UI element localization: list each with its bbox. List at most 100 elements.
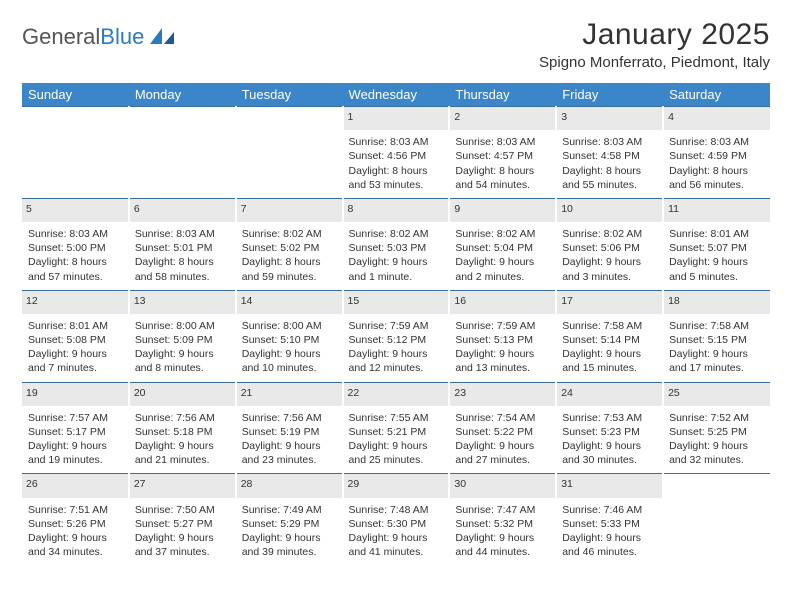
daylight-line: and 3 minutes. — [562, 270, 657, 284]
day-cell: Sunrise: 7:59 AMSunset: 5:13 PMDaylight:… — [449, 314, 556, 382]
sunset-line: Sunset: 5:06 PM — [562, 241, 657, 255]
daylight-line: and 15 minutes. — [562, 361, 657, 375]
sunset-line: Sunset: 4:56 PM — [349, 149, 444, 163]
day-cell: Sunrise: 8:03 AMSunset: 4:56 PMDaylight:… — [343, 130, 450, 198]
daylight-line: Daylight: 9 hours — [349, 255, 444, 269]
logo-text-gray: General — [22, 24, 100, 50]
daylight-line: and 25 minutes. — [349, 453, 444, 467]
sunrise-line: Sunrise: 7:59 AM — [349, 319, 444, 333]
daylight-line: Daylight: 9 hours — [135, 439, 230, 453]
sunset-line: Sunset: 5:21 PM — [349, 425, 444, 439]
sunrise-line: Sunrise: 7:49 AM — [242, 503, 337, 517]
day-number: 22 — [343, 382, 450, 406]
sunset-line: Sunset: 5:25 PM — [669, 425, 764, 439]
day-number: 18 — [663, 290, 770, 314]
daylight-line: Daylight: 9 hours — [135, 531, 230, 545]
day-cell: Sunrise: 7:56 AMSunset: 5:18 PMDaylight:… — [129, 406, 236, 474]
daylight-line: and 13 minutes. — [455, 361, 550, 375]
daylight-line: Daylight: 9 hours — [349, 347, 444, 361]
day-cell: Sunrise: 8:03 AMSunset: 4:59 PMDaylight:… — [663, 130, 770, 198]
sunrise-line: Sunrise: 7:54 AM — [455, 411, 550, 425]
sunrise-line: Sunrise: 7:51 AM — [28, 503, 123, 517]
daylight-line: Daylight: 8 hours — [135, 255, 230, 269]
calendar-page: GeneralBlue January 2025 Spigno Monferra… — [0, 0, 792, 583]
sunrise-line: Sunrise: 7:59 AM — [455, 319, 550, 333]
day-cell: Sunrise: 8:00 AMSunset: 5:10 PMDaylight:… — [236, 314, 343, 382]
daylight-line: Daylight: 9 hours — [28, 531, 123, 545]
day-number: 16 — [449, 290, 556, 314]
daylight-line: Daylight: 8 hours — [669, 164, 764, 178]
day-number: 23 — [449, 382, 556, 406]
day-cell: Sunrise: 7:52 AMSunset: 5:25 PMDaylight:… — [663, 406, 770, 474]
sunrise-line: Sunrise: 8:02 AM — [455, 227, 550, 241]
day-cell: Sunrise: 7:47 AMSunset: 5:32 PMDaylight:… — [449, 498, 556, 566]
day-number — [22, 107, 129, 131]
sunrise-line: Sunrise: 8:02 AM — [242, 227, 337, 241]
daylight-line: Daylight: 9 hours — [349, 439, 444, 453]
daylight-line: Daylight: 9 hours — [135, 347, 230, 361]
sunset-line: Sunset: 5:14 PM — [562, 333, 657, 347]
sunrise-line: Sunrise: 7:48 AM — [349, 503, 444, 517]
daylight-line: and 39 minutes. — [242, 545, 337, 559]
day-cell: Sunrise: 7:50 AMSunset: 5:27 PMDaylight:… — [129, 498, 236, 566]
sunset-line: Sunset: 5:23 PM — [562, 425, 657, 439]
sunrise-line: Sunrise: 8:00 AM — [135, 319, 230, 333]
weekday-header: Wednesday — [343, 83, 450, 107]
daylight-line: Daylight: 9 hours — [28, 439, 123, 453]
sunset-line: Sunset: 5:07 PM — [669, 241, 764, 255]
day-cell: Sunrise: 8:02 AMSunset: 5:04 PMDaylight:… — [449, 222, 556, 290]
daylight-line: and 44 minutes. — [455, 545, 550, 559]
sunset-line: Sunset: 5:09 PM — [135, 333, 230, 347]
sunrise-line: Sunrise: 8:01 AM — [669, 227, 764, 241]
sunset-line: Sunset: 5:29 PM — [242, 517, 337, 531]
daylight-line: and 30 minutes. — [562, 453, 657, 467]
day-number: 20 — [129, 382, 236, 406]
day-number: 13 — [129, 290, 236, 314]
daylight-line: and 59 minutes. — [242, 270, 337, 284]
week-content-row: Sunrise: 8:01 AMSunset: 5:08 PMDaylight:… — [22, 314, 770, 382]
sunrise-line: Sunrise: 8:01 AM — [28, 319, 123, 333]
day-number: 3 — [556, 107, 663, 131]
logo: GeneralBlue — [22, 18, 176, 50]
day-cell: Sunrise: 8:03 AMSunset: 5:01 PMDaylight:… — [129, 222, 236, 290]
sunset-line: Sunset: 5:12 PM — [349, 333, 444, 347]
sunset-line: Sunset: 5:32 PM — [455, 517, 550, 531]
daylight-line: Daylight: 9 hours — [242, 439, 337, 453]
title-block: January 2025 Spigno Monferrato, Piedmont… — [539, 18, 770, 71]
sunset-line: Sunset: 5:04 PM — [455, 241, 550, 255]
daylight-line: and 46 minutes. — [562, 545, 657, 559]
day-cell: Sunrise: 7:55 AMSunset: 5:21 PMDaylight:… — [343, 406, 450, 474]
sunrise-line: Sunrise: 8:02 AM — [349, 227, 444, 241]
daylight-line: and 1 minute. — [349, 270, 444, 284]
calendar-table: Sunday Monday Tuesday Wednesday Thursday… — [22, 83, 770, 565]
daylight-line: and 53 minutes. — [349, 178, 444, 192]
daylight-line: and 32 minutes. — [669, 453, 764, 467]
day-cell: Sunrise: 7:49 AMSunset: 5:29 PMDaylight:… — [236, 498, 343, 566]
daylight-line: Daylight: 9 hours — [455, 347, 550, 361]
sunset-line: Sunset: 5:15 PM — [669, 333, 764, 347]
daylight-line: Daylight: 9 hours — [562, 531, 657, 545]
day-cell: Sunrise: 7:53 AMSunset: 5:23 PMDaylight:… — [556, 406, 663, 474]
day-number: 8 — [343, 198, 450, 222]
sunset-line: Sunset: 4:59 PM — [669, 149, 764, 163]
sunrise-line: Sunrise: 8:03 AM — [562, 135, 657, 149]
day-number: 5 — [22, 198, 129, 222]
sunrise-line: Sunrise: 7:57 AM — [28, 411, 123, 425]
daylight-line: Daylight: 9 hours — [455, 439, 550, 453]
day-number — [663, 474, 770, 498]
sunrise-line: Sunrise: 8:03 AM — [28, 227, 123, 241]
daynum-row: 12131415161718 — [22, 290, 770, 314]
sunrise-line: Sunrise: 7:46 AM — [562, 503, 657, 517]
day-number: 9 — [449, 198, 556, 222]
weekday-header-row: Sunday Monday Tuesday Wednesday Thursday… — [22, 83, 770, 107]
logo-sail-icon — [148, 26, 176, 46]
day-cell: Sunrise: 8:02 AMSunset: 5:02 PMDaylight:… — [236, 222, 343, 290]
daylight-line: and 8 minutes. — [135, 361, 230, 375]
week-content-row: Sunrise: 7:51 AMSunset: 5:26 PMDaylight:… — [22, 498, 770, 566]
daylight-line: and 55 minutes. — [562, 178, 657, 192]
day-cell: Sunrise: 8:00 AMSunset: 5:09 PMDaylight:… — [129, 314, 236, 382]
daylight-line: and 12 minutes. — [349, 361, 444, 375]
day-number: 2 — [449, 107, 556, 131]
day-cell: Sunrise: 8:02 AMSunset: 5:06 PMDaylight:… — [556, 222, 663, 290]
sunrise-line: Sunrise: 7:47 AM — [455, 503, 550, 517]
